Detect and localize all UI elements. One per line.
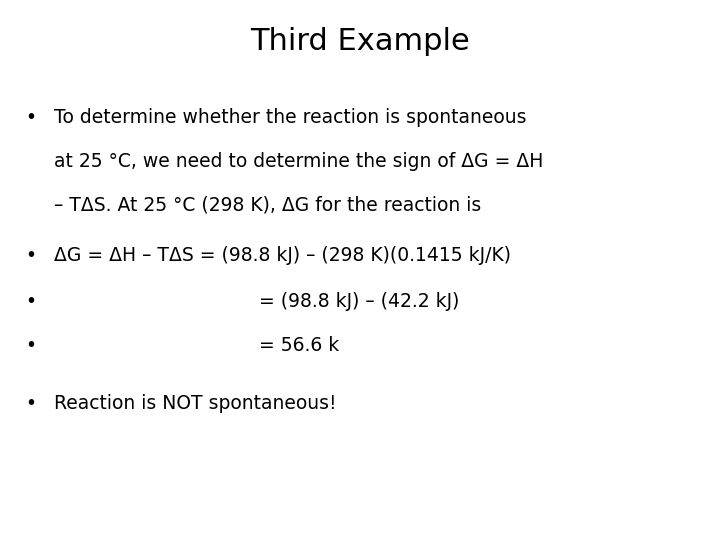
Text: •: • bbox=[25, 108, 36, 127]
Text: •: • bbox=[25, 246, 36, 265]
Text: •: • bbox=[25, 292, 36, 310]
Text: = (98.8 kJ) – (42.2 kJ): = (98.8 kJ) – (42.2 kJ) bbox=[259, 292, 459, 310]
Text: Reaction is NOT spontaneous!: Reaction is NOT spontaneous! bbox=[54, 394, 337, 413]
Text: – TΔS. At 25 °C (298 K), ΔG for the reaction is: – TΔS. At 25 °C (298 K), ΔG for the reac… bbox=[54, 195, 481, 214]
Text: To determine whether the reaction is spontaneous: To determine whether the reaction is spo… bbox=[54, 108, 526, 127]
Text: •: • bbox=[25, 336, 36, 355]
Text: at 25 °C, we need to determine the sign of ΔG = ΔH: at 25 °C, we need to determine the sign … bbox=[54, 152, 544, 171]
Text: = 56.6 k: = 56.6 k bbox=[259, 336, 339, 355]
Text: •: • bbox=[25, 394, 36, 413]
Text: ΔG = ΔH – TΔS = (98.8 kJ) – (298 K)(0.1415 kJ/K): ΔG = ΔH – TΔS = (98.8 kJ) – (298 K)(0.14… bbox=[54, 246, 511, 265]
Text: Third Example: Third Example bbox=[250, 27, 470, 56]
